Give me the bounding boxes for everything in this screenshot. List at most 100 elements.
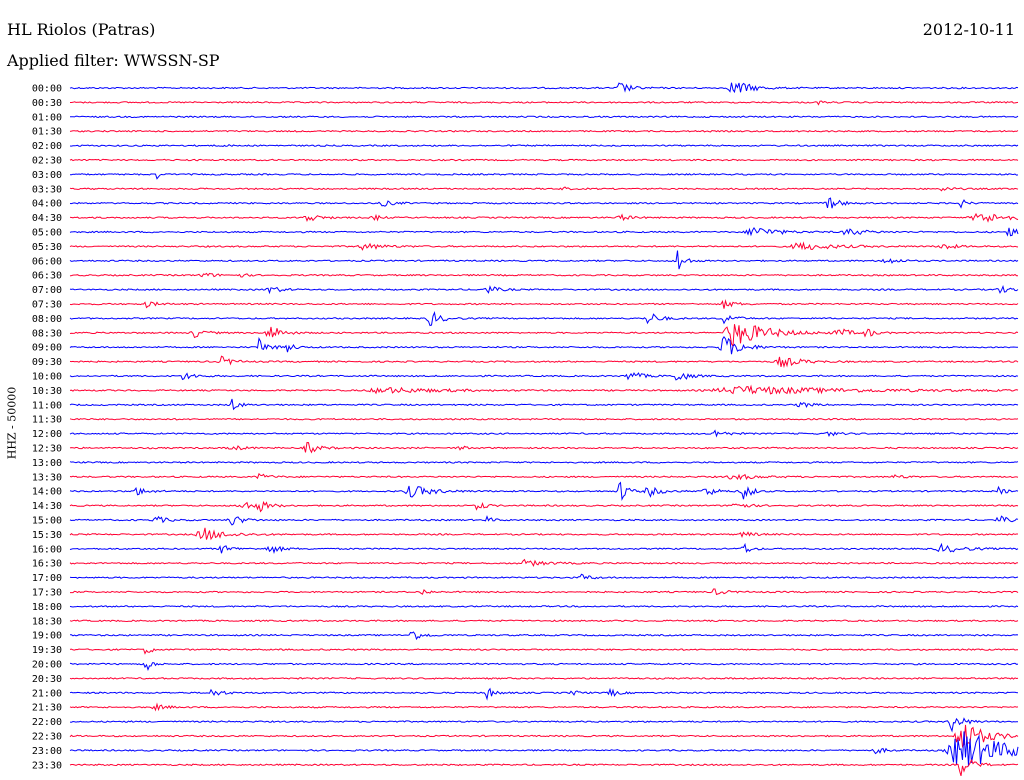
seismic-trace-row	[69, 212, 1019, 223]
time-tick-label: 15:00	[32, 516, 62, 527]
time-tick-label: 08:00	[32, 314, 62, 325]
time-tick-label: 19:30	[32, 645, 62, 656]
time-tick-label: 11:00	[32, 400, 62, 411]
seismic-trace-row	[69, 197, 1019, 209]
seismic-trace-row	[69, 372, 1019, 381]
seismic-trace-row	[69, 717, 1019, 733]
seismic-trace-row	[69, 241, 1019, 251]
seismic-trace-row	[69, 336, 1019, 355]
seismic-trace-row	[70, 100, 1019, 106]
seismic-trace-row	[69, 173, 1019, 180]
seismic-trace-row	[69, 758, 1019, 777]
seismic-trace-row	[69, 384, 1019, 395]
seismic-trace-row	[69, 677, 1019, 680]
time-tick-label: 03:30	[32, 184, 62, 195]
time-tick-label: 17:30	[32, 588, 62, 599]
time-tick-label: 22:30	[32, 732, 62, 743]
seismic-trace-row	[70, 631, 1019, 641]
time-tick-label: 23:00	[32, 746, 62, 757]
seismic-trace-row	[69, 429, 1019, 438]
time-tick-label: 13:30	[32, 472, 62, 483]
time-tick-label: 15:30	[32, 530, 62, 541]
seismic-trace-row	[69, 398, 1019, 411]
seismic-trace-row	[69, 472, 1019, 481]
time-tick-label: 18:30	[32, 616, 62, 627]
seismic-trace-row	[69, 355, 1019, 369]
seismic-trace-row	[69, 731, 1019, 767]
seismic-trace-row	[69, 481, 1019, 501]
time-tick-label: 19:00	[32, 631, 62, 642]
seismic-trace-row	[69, 143, 1019, 147]
seismic-trace-row	[69, 417, 1019, 421]
time-tick-label: 10:00	[32, 372, 62, 383]
time-tick-label: 01:00	[32, 112, 62, 123]
station-title: HL Riolos (Patras)	[7, 20, 156, 39]
time-tick-label: 09:30	[32, 357, 62, 368]
filter-label: Applied filter: WWSSN-SP	[7, 51, 220, 70]
seismic-trace-row	[69, 324, 1019, 348]
seismic-trace-row	[69, 441, 1019, 454]
seismic-trace-row	[69, 186, 1019, 192]
seismic-trace-row	[70, 115, 1019, 119]
seismic-trace-row	[69, 226, 1019, 237]
time-tick-label: 05:30	[32, 242, 62, 253]
seismic-trace-row	[69, 158, 1019, 162]
time-tick-label: 22:00	[32, 717, 62, 728]
time-tick-label: 14:30	[32, 501, 62, 512]
time-tick-label: 04:30	[32, 213, 62, 224]
seismic-trace-row	[69, 619, 1019, 623]
time-tick-label: 00:30	[32, 98, 62, 109]
time-tick-label: 13:00	[32, 458, 62, 469]
seismic-trace-row	[69, 250, 1019, 270]
time-tick-label: 02:30	[32, 156, 62, 167]
seismic-trace-row	[69, 461, 1019, 464]
time-tick-label: 06:30	[32, 271, 62, 282]
seismic-trace-row	[69, 284, 1019, 295]
time-tick-label: 07:30	[32, 300, 62, 311]
time-tick-label: 03:00	[32, 170, 62, 181]
seismic-trace-row	[69, 662, 1019, 671]
seismic-trace-row	[69, 515, 1019, 526]
seismic-trace-row	[69, 687, 1019, 701]
seismic-trace-row	[69, 527, 1018, 541]
seismic-trace-row	[69, 82, 1019, 94]
time-tick-label: 14:00	[32, 487, 62, 498]
seismic-trace-row	[69, 724, 1019, 748]
time-tick-label: 08:30	[32, 328, 62, 339]
time-tick-label: 05:00	[32, 228, 62, 239]
time-tick-label: 06:00	[32, 256, 62, 267]
time-tick-label: 21:00	[32, 688, 62, 699]
time-tick-label: 17:00	[32, 573, 62, 584]
time-tick-label: 20:30	[32, 674, 62, 685]
seismic-trace-row	[69, 542, 1019, 554]
time-tick-label: 01:30	[32, 127, 62, 138]
seismic-trace-row	[69, 299, 1019, 309]
time-tick-label: 02:00	[32, 141, 62, 152]
time-tick-label: 04:00	[32, 199, 62, 210]
time-tick-label: 00:00	[32, 84, 62, 95]
seismic-trace-row	[69, 605, 1019, 608]
time-tick-label: 07:00	[32, 285, 62, 296]
record-date: 2012-10-11	[922, 20, 1015, 39]
time-tick-label: 12:30	[32, 444, 62, 455]
seismic-trace-row	[69, 702, 1019, 712]
time-tick-label: 12:00	[32, 429, 62, 440]
time-tick-label: 16:00	[32, 544, 62, 555]
time-tick-label: 23:30	[32, 760, 62, 771]
time-tick-label: 09:00	[32, 343, 62, 354]
time-tick-label: 18:00	[32, 602, 62, 613]
seismic-trace-row	[69, 129, 1019, 133]
time-tick-label: 16:30	[32, 559, 62, 570]
time-tick-label: 21:30	[32, 703, 62, 714]
seismic-trace-row	[69, 558, 1019, 567]
time-tick-label: 11:30	[32, 415, 62, 426]
seismic-trace-row	[69, 573, 1019, 580]
seismic-trace-row	[70, 588, 1019, 596]
seismic-trace-row	[69, 500, 1019, 513]
seismic-trace-row	[69, 310, 1019, 327]
time-tick-label: 20:00	[32, 660, 62, 671]
seismic-trace-row	[69, 648, 1018, 655]
seismic-trace-row	[69, 272, 1019, 278]
time-tick-label: 10:30	[32, 386, 62, 397]
